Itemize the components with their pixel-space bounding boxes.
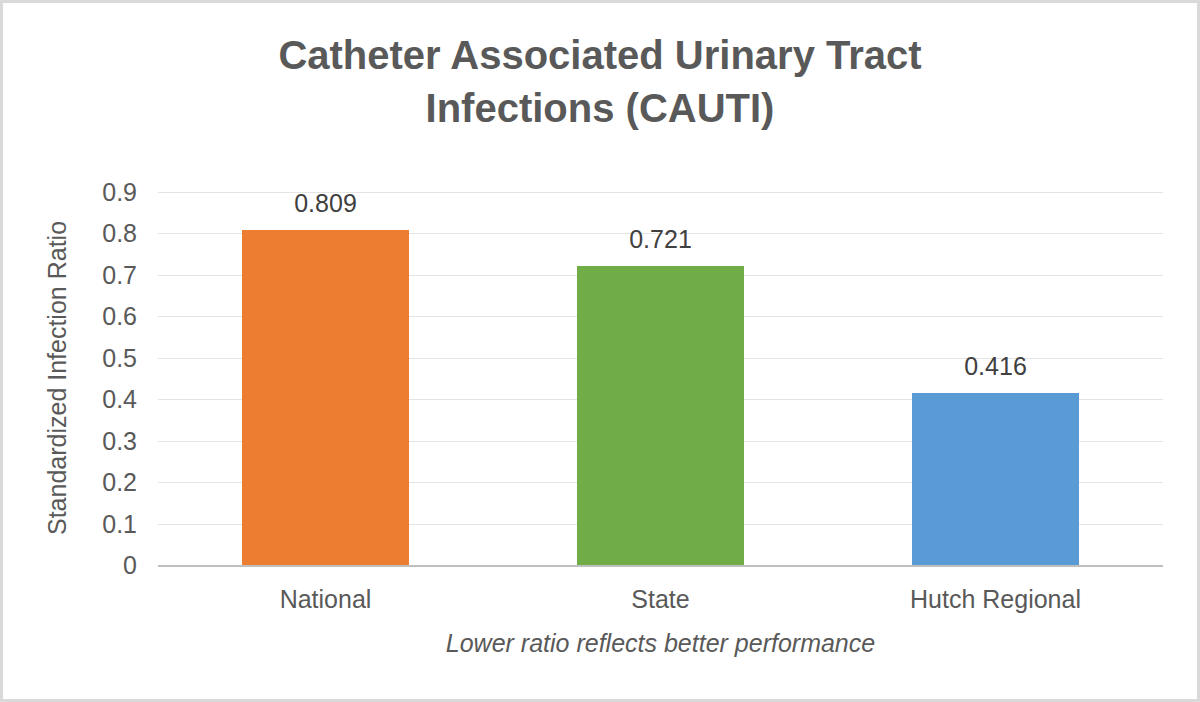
y-axis-tick-labels: 0.90.80.70.60.50.40.30.20.10 xyxy=(61,192,137,565)
y-tick-label: 0.4 xyxy=(102,385,137,414)
y-tick-label: 0.9 xyxy=(102,178,137,207)
chart-note: Lower ratio reflects better performance xyxy=(158,629,1163,658)
x-category-label: State xyxy=(631,585,689,614)
bar-value-label: 0.416 xyxy=(964,352,1027,381)
bar-hutch-regional xyxy=(912,393,1080,565)
y-tick-label: 0.5 xyxy=(102,343,137,372)
x-axis-category-labels: National State Hutch Regional xyxy=(158,585,1163,617)
bar-value-label: 0.721 xyxy=(629,225,692,254)
y-tick-label: 0 xyxy=(123,551,137,580)
y-tick-label: 0.1 xyxy=(102,509,137,538)
bar-national xyxy=(242,230,410,565)
cauti-bar-chart: Catheter Associated Urinary Tract Infect… xyxy=(0,0,1200,702)
chart-title-text: Catheter Associated Urinary Tract Infect… xyxy=(230,29,970,135)
y-tick-label: 0.3 xyxy=(102,426,137,455)
y-tick-label: 0.2 xyxy=(102,468,137,497)
y-tick-label: 0.7 xyxy=(102,260,137,289)
y-tick-label: 0.6 xyxy=(102,302,137,331)
plot-area: 0.809 0.721 0.416 xyxy=(158,192,1163,567)
x-category-label: National xyxy=(280,585,372,614)
chart-title: Catheter Associated Urinary Tract Infect… xyxy=(3,29,1197,135)
x-category-label: Hutch Regional xyxy=(910,585,1081,614)
bar-state xyxy=(577,266,745,565)
y-tick-label: 0.8 xyxy=(102,219,137,248)
bar-value-label: 0.809 xyxy=(294,189,357,218)
